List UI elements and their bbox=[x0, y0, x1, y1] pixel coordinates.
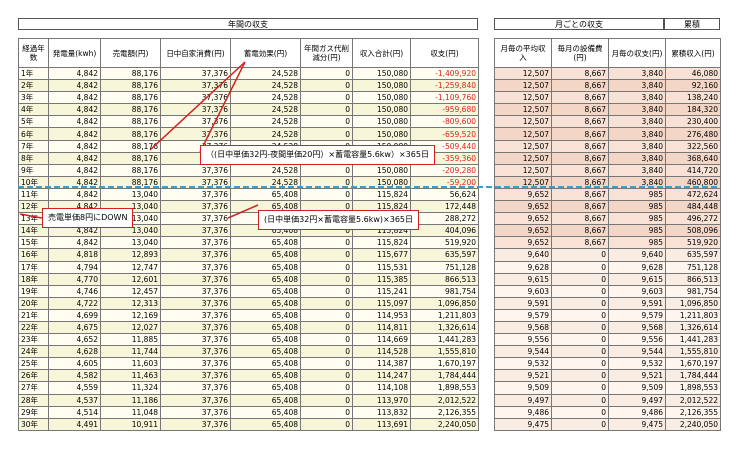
data-row: 16年 4,818 12,893 37,376 65,408 0 115,677 635,59… bbox=[18, 248, 479, 262]
column-header: 月毎の平均収入 bbox=[494, 38, 552, 68]
data-row: 9,521 0 9,521 1,784,444 bbox=[494, 369, 721, 383]
data-row: 12,507 8,667 3,840 368,640 bbox=[494, 151, 721, 165]
data-row: 9,652 8,667 985 484,448 bbox=[494, 200, 721, 214]
data-row: 10年 4,842 88,176 37,376 24,528 0 150,080 -59,20… bbox=[18, 175, 479, 189]
data-row: 3年 4,842 88,176 37,376 24,528 0 150,080 -1,109,… bbox=[18, 91, 479, 105]
data-row: 9,628 0 9,628 751,128 bbox=[494, 260, 721, 274]
arrow bbox=[227, 204, 259, 219]
data-row: 18年 4,770 12,601 37,376 65,408 0 115,385 866,51… bbox=[18, 272, 479, 286]
data-row: 9,509 0 9,509 1,898,553 bbox=[494, 381, 721, 395]
callout: (日中単価32円×蓄電容量5.6kw)×365日 bbox=[258, 210, 419, 230]
data-row: 12,507 8,667 3,840 184,320 bbox=[494, 103, 721, 117]
data-row: 12,507 8,667 3,840 322,560 bbox=[494, 139, 721, 153]
callout: 売電単価8円にDOWN bbox=[42, 208, 134, 228]
monthly-table: 月毎の平均収入 毎月の設備費(円) 月毎の収支(円) 累積収入(円) 12,507 8,6… bbox=[494, 38, 721, 431]
header-row: 経過年数 発電量(kwh) 売電額(円) 日中自家消費(円) 蓄電効果(円) 年間ガス代削… bbox=[18, 38, 479, 68]
section-title: 年間の収支 bbox=[18, 18, 478, 30]
section-title: 月ごとの収支 bbox=[494, 18, 664, 30]
column-header: 蓄電効果(円) bbox=[230, 38, 301, 68]
data-row: 9,475 0 9,475 2,240,050 bbox=[494, 417, 721, 431]
data-row: 9,652 8,667 985 519,920 bbox=[494, 236, 721, 250]
arrow bbox=[149, 61, 246, 151]
callout: （(日中単価32円-夜間単価20円）×蓄電容量5.6kw）×365日 bbox=[200, 145, 435, 165]
data-row: 14年 4,842 13,040 37,376 65,408 0 115,824 404,09… bbox=[18, 224, 479, 238]
data-row: 9,652 8,667 985 508,096 bbox=[494, 224, 721, 238]
column-header: 収入合計(円) bbox=[352, 38, 411, 68]
data-row: 20年 4,722 12,313 37,376 65,408 0 115,097 1,096,… bbox=[18, 296, 479, 310]
cell: 1,784,444 bbox=[410, 369, 479, 383]
data-row: 1年 4,842 88,176 37,376 24,528 0 150,080 -1,409,… bbox=[18, 66, 479, 81]
data-row: 23年 4,652 11,885 37,376 65,408 0 114,669 1,441,… bbox=[18, 333, 479, 347]
column-header: 毎月の設備費(円) bbox=[551, 38, 609, 68]
data-row: 9,579 0 9,579 1,211,803 bbox=[494, 308, 721, 322]
data-row: 9,615 0 9,615 866,513 bbox=[494, 272, 721, 286]
data-row: 2年 4,842 88,176 37,376 24,528 0 150,080 -1,259,… bbox=[18, 79, 479, 93]
column-header: 発電量(kwh) bbox=[48, 38, 101, 68]
data-row: 9,603 0 9,603 981,754 bbox=[494, 284, 721, 298]
cell: 2,240,050 bbox=[665, 417, 721, 431]
column-header: 日中自家消費(円) bbox=[160, 38, 231, 68]
header-row: 月毎の平均収入 毎月の設備費(円) 月毎の収支(円) 累積収入(円) bbox=[494, 38, 721, 68]
data-row: 9,556 0 9,556 1,441,283 bbox=[494, 333, 721, 347]
data-row: 12,507 8,667 3,840 414,720 bbox=[494, 163, 721, 177]
column-header: 累積収入(円) bbox=[665, 38, 721, 68]
data-row: 29年 4,514 11,048 37,376 65,408 0 113,832 2,126,… bbox=[18, 405, 479, 419]
data-row: 12,507 8,667 3,840 230,400 bbox=[494, 115, 721, 129]
data-row: 12,507 8,667 3,840 138,240 bbox=[494, 91, 721, 105]
data-row: 9,486 0 9,486 2,126,355 bbox=[494, 405, 721, 419]
data-row: 12,507 8,667 3,840 92,160 bbox=[494, 79, 721, 93]
data-row: 25年 4,605 11,603 37,376 65,408 0 114,387 1,670,… bbox=[18, 357, 479, 371]
data-row: 9,532 0 9,532 1,670,197 bbox=[494, 357, 721, 371]
arrow bbox=[199, 61, 246, 153]
data-row: 12,507 8,667 3,840 460,800 bbox=[494, 175, 721, 189]
data-row: 27年 4,559 11,324 37,376 65,408 0 114,108 1,898,… bbox=[18, 381, 479, 395]
column-header: 年間ガス代削減分(円) bbox=[300, 38, 353, 68]
data-row: 21年 4,699 12,169 37,376 65,408 0 114,953 1,211,… bbox=[18, 308, 479, 322]
column-header: 収支(円) bbox=[410, 38, 479, 68]
data-row: 12年 4,842 13,040 37,376 65,408 0 115,824 172,44… bbox=[18, 200, 479, 214]
data-row: 22年 4,675 12,027 37,376 65,408 0 114,811 1,326,… bbox=[18, 320, 479, 335]
column-header: 経過年数 bbox=[18, 38, 49, 68]
data-row: 28年 4,537 11,186 37,376 65,408 0 113,970 2,012,… bbox=[18, 393, 479, 407]
data-row: 30年 4,491 10,911 37,376 65,408 0 113,691 2,240,… bbox=[18, 417, 479, 431]
cell: 65,408 bbox=[230, 417, 301, 431]
arrow bbox=[19, 213, 43, 219]
section-title: 累積 bbox=[664, 18, 720, 30]
data-row: 9,591 0 9,591 1,096,850 bbox=[494, 296, 721, 310]
cell: 2,240,050 bbox=[410, 417, 479, 431]
